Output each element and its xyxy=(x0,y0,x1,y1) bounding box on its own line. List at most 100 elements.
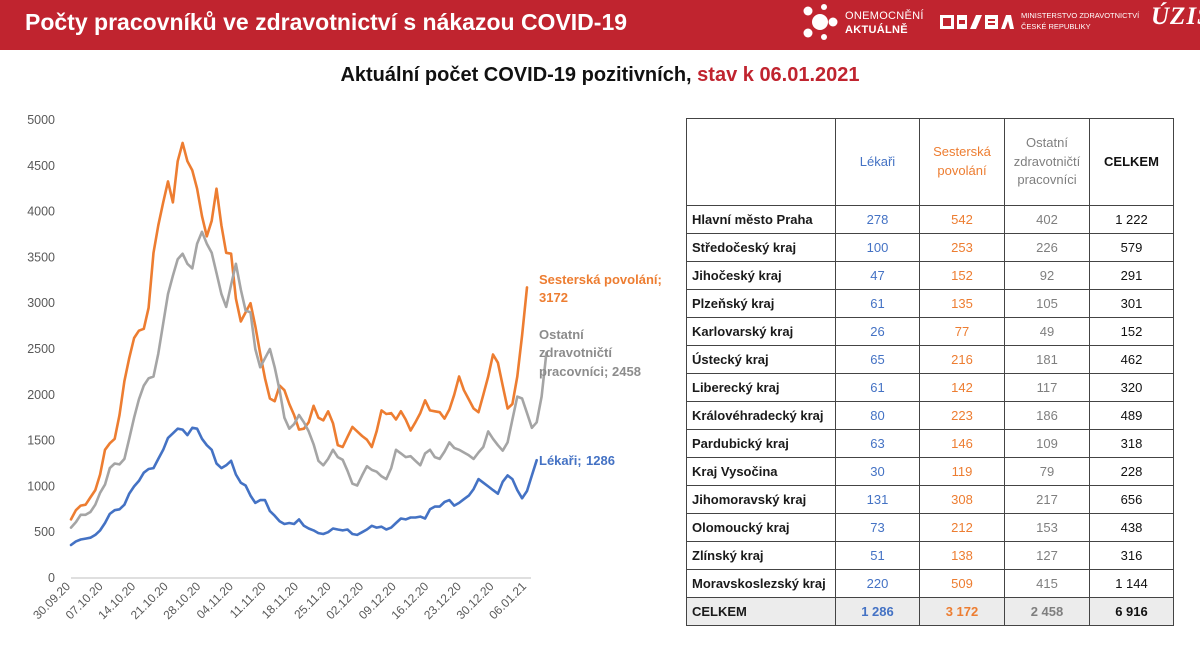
data-point xyxy=(429,409,431,411)
data-point xyxy=(191,427,193,429)
data-point xyxy=(172,432,174,434)
data-point xyxy=(443,451,446,453)
chart-subtitle: Aktuální počet COVID-19 pozitivních, sta… xyxy=(0,64,1200,87)
data-point xyxy=(80,538,82,541)
data-point xyxy=(342,529,344,531)
table-cell-lekari: 73 xyxy=(835,513,920,542)
data-point xyxy=(443,501,446,503)
series-end-label-sesterska: Sesterská povolání; xyxy=(539,272,662,287)
table-cell-region: Olomoucký kraj xyxy=(686,513,836,542)
data-point xyxy=(177,428,179,430)
data-point xyxy=(361,531,363,533)
data-point xyxy=(332,422,334,424)
table-cell-celkem: 1 144 xyxy=(1089,569,1174,598)
y-tick-label: 1000 xyxy=(27,479,55,493)
data-point xyxy=(240,482,242,484)
table-cell-ostatni: 217 xyxy=(1004,485,1090,514)
data-point xyxy=(279,389,281,391)
data-point xyxy=(434,456,436,458)
header-sesterska-line2: povolání xyxy=(937,163,987,178)
data-point xyxy=(337,456,339,458)
data-point xyxy=(123,380,125,382)
data-point xyxy=(274,400,276,402)
data-point xyxy=(458,502,460,504)
table-cell-lekari: 1 286 xyxy=(835,597,920,626)
data-point xyxy=(206,235,208,237)
data-point xyxy=(128,493,130,495)
data-point xyxy=(346,528,349,531)
data-point xyxy=(118,463,121,465)
data-point xyxy=(487,485,489,487)
table-cell-sesterska: 3 172 xyxy=(919,597,1005,626)
table-row: Olomoucký kraj 73 212 153 438 xyxy=(686,513,1174,542)
table-cell-ostatni: 181 xyxy=(1004,345,1090,374)
data-point xyxy=(405,518,407,520)
data-point xyxy=(167,437,169,439)
table-row: Středočeský kraj 100 253 226 579 xyxy=(686,233,1174,262)
data-point xyxy=(235,298,237,300)
data-point xyxy=(303,428,305,430)
data-point xyxy=(380,475,383,477)
series-end-label-ostatni-line3: pracovníci; xyxy=(539,364,608,379)
table-cell-celkem: 320 xyxy=(1089,373,1174,402)
table-cell-sesterska: 142 xyxy=(919,373,1005,402)
table-cell-celkem: 489 xyxy=(1089,401,1174,430)
table-cell-sesterska: 542 xyxy=(919,205,1005,234)
table-row: Plzeňský kraj 61 135 105 301 xyxy=(686,289,1174,318)
data-point xyxy=(269,397,271,400)
table-cell-lekari: 100 xyxy=(835,233,920,262)
data-point xyxy=(138,398,140,400)
data-point xyxy=(468,454,470,456)
data-point xyxy=(89,511,91,513)
table-cell-ostatni: 127 xyxy=(1004,541,1090,570)
data-point xyxy=(458,375,460,378)
table-header-row: Lékaři Sesterská povolání Ostatní zdravotn… xyxy=(686,118,1174,206)
table-body: Hlavní město Praha 278 542 402 1 222 Středoče… xyxy=(686,205,1174,626)
data-point xyxy=(356,484,358,487)
data-point xyxy=(288,403,290,405)
data-point xyxy=(511,478,513,480)
table-cell-sesterska: 152 xyxy=(919,261,1005,290)
data-point xyxy=(477,451,480,454)
data-point xyxy=(322,533,324,535)
table-row: Liberecký kraj 61 142 117 320 xyxy=(686,373,1174,402)
table-cell-lekari: 47 xyxy=(835,261,920,290)
table-cell-ostatni: 153 xyxy=(1004,513,1090,542)
table-cell-sesterska: 308 xyxy=(919,485,1005,514)
data-point xyxy=(463,389,465,391)
table-cell-region: Plzeňský kraj xyxy=(686,289,836,318)
header-celkem-line: CELKEM xyxy=(1104,153,1159,169)
data-point xyxy=(162,322,164,324)
data-point xyxy=(182,253,184,255)
data-point xyxy=(410,429,412,432)
data-point xyxy=(99,492,101,494)
table-row: Jihomoravský kraj 131 308 217 656 xyxy=(686,485,1174,514)
data-point xyxy=(138,480,140,482)
cases-table: Lékaři Sesterská povolání Ostatní zdravotn… xyxy=(686,118,1174,626)
table-cell-celkem: 6 916 xyxy=(1089,597,1174,626)
data-point xyxy=(235,473,237,476)
table-cell-lekari: 131 xyxy=(835,485,920,514)
data-point xyxy=(133,485,135,487)
data-point xyxy=(201,215,203,217)
data-point xyxy=(313,405,315,407)
data-point xyxy=(109,467,111,469)
data-point xyxy=(269,510,271,512)
table-cell-lekari: 65 xyxy=(835,345,920,374)
data-point xyxy=(511,418,513,421)
table-cell-lekari: 51 xyxy=(835,541,920,570)
table-cell-celkem: 291 xyxy=(1089,261,1174,290)
y-tick-label: 3000 xyxy=(27,296,55,310)
data-point xyxy=(104,449,106,451)
table-row: Kraj Vysočina 30 119 79 228 xyxy=(686,457,1174,486)
table-cell-sesterska: 146 xyxy=(919,429,1005,458)
data-point xyxy=(94,489,96,491)
data-point xyxy=(259,366,261,368)
data-point xyxy=(264,357,266,359)
data-point xyxy=(400,517,402,520)
data-point xyxy=(526,490,528,492)
data-point xyxy=(317,460,319,462)
data-point xyxy=(259,499,261,501)
data-point xyxy=(405,418,407,421)
data-point xyxy=(201,438,203,440)
